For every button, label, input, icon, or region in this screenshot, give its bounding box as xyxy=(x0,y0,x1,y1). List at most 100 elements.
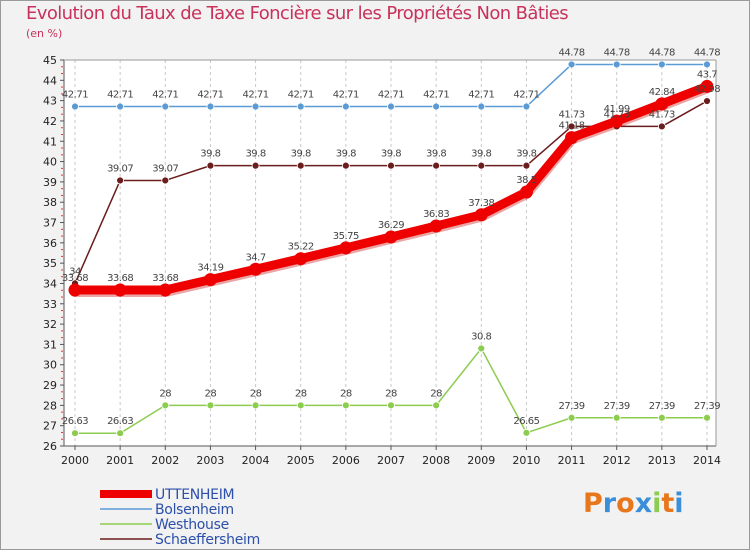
westhouse-point-2013 xyxy=(657,413,666,422)
y-tick-label-40: 40 xyxy=(43,156,57,169)
y-tick-label-30: 30 xyxy=(43,359,57,372)
schaeffersheim-point-2011 xyxy=(567,122,576,131)
uttenheim-point-2009 xyxy=(474,208,488,222)
bolsenheim-label-2006: 42.71 xyxy=(333,90,359,101)
uttenheim-point-2003 xyxy=(203,273,217,287)
uttenheim-point-2002 xyxy=(158,283,172,297)
westhouse-label-2001: 26.63 xyxy=(107,416,133,427)
bolsenheim-point-2005 xyxy=(296,102,305,111)
westhouse-label-2005: 28 xyxy=(295,388,307,399)
schaeffersheim-point-2003 xyxy=(206,161,215,170)
schaeffersheim-label-2014: 42.98 xyxy=(694,84,720,95)
uttenheim-point-2004 xyxy=(249,262,263,276)
logo-letter: i xyxy=(674,488,684,519)
westhouse-point-2001 xyxy=(116,429,125,438)
westhouse-label-2006: 28 xyxy=(340,388,352,399)
y-tick-label-27: 27 xyxy=(43,420,57,433)
schaeffersheim-point-2010 xyxy=(522,161,531,170)
y-tick-label-33: 33 xyxy=(43,298,57,311)
y-tick-label-31: 31 xyxy=(43,338,57,351)
schaeffersheim-label-2010: 39.8 xyxy=(516,149,536,160)
schaeffersheim-label-2011: 41.73 xyxy=(559,109,585,120)
westhouse-label-2009: 30.8 xyxy=(471,331,491,342)
bolsenheim-label-2010: 42.71 xyxy=(513,90,539,101)
logo-letter: r xyxy=(602,488,617,519)
series-layer xyxy=(68,60,714,438)
uttenheim-label-2014: 43.7 xyxy=(697,69,717,80)
schaeffersheim-point-2008 xyxy=(432,161,441,170)
bolsenheim-label-2011: 44.78 xyxy=(559,47,585,58)
y-tick-label-39: 39 xyxy=(43,176,57,189)
x-tick-label-2001: 2001 xyxy=(106,454,134,467)
uttenheim-label-2009: 37.38 xyxy=(468,198,494,209)
y-tick-label-44: 44 xyxy=(43,74,57,87)
x-tick-label-2011: 2011 xyxy=(558,454,586,467)
westhouse-point-2008 xyxy=(432,401,441,410)
schaeffersheim-label-2004: 39.8 xyxy=(245,149,265,160)
legend-label-bolsenheim: Bolsenheim xyxy=(155,502,234,518)
uttenheim-label-2013: 42.84 xyxy=(649,87,675,98)
westhouse-label-2002: 28 xyxy=(159,388,171,399)
westhouse-point-2006 xyxy=(341,401,350,410)
westhouse-point-2010 xyxy=(522,428,531,437)
westhouse-label-2000: 26.63 xyxy=(62,416,88,427)
x-tick-label-2002: 2002 xyxy=(151,454,179,467)
uttenheim-label-2006: 35.75 xyxy=(333,231,359,242)
schaeffersheim-point-2009 xyxy=(477,161,486,170)
schaeffersheim-label-2005: 39.8 xyxy=(291,149,311,160)
legend-label-westhouse: Westhouse xyxy=(155,517,229,533)
westhouse-point-2012 xyxy=(612,413,621,422)
schaeffersheim-label-2009: 39.8 xyxy=(471,149,491,160)
data-labels: 42.71 42.71 42.71 42.71 42.71 42.71 42.71 42.71… xyxy=(62,47,721,427)
uttenheim-label-2008: 36.83 xyxy=(423,209,449,220)
x-tick-label-2000: 2000 xyxy=(61,454,89,467)
uttenheim-label-2012: 41.99 xyxy=(604,104,630,115)
legend-label-schaeffersheim: Schaeffersheim xyxy=(155,532,260,548)
westhouse-label-2007: 28 xyxy=(385,388,397,399)
westhouse-point-2002 xyxy=(161,401,170,410)
westhouse-point-2003 xyxy=(206,401,215,410)
y-tick-label-32: 32 xyxy=(43,318,57,331)
x-tick-label-2006: 2006 xyxy=(332,454,360,467)
schaeffersheim-point-2014 xyxy=(703,97,711,105)
schaeffersheim-point-2002 xyxy=(161,176,170,185)
bolsenheim-point-2012 xyxy=(612,60,621,69)
bolsenheim-label-2001: 42.71 xyxy=(107,90,133,101)
logo-letter: x xyxy=(634,488,653,519)
westhouse-label-2014: 27.39 xyxy=(694,401,720,412)
uttenheim-point-2012 xyxy=(610,114,624,128)
axes: 26 27 28 29 30 31 32 33 34 35 36 37 38 39 40 41 42 43 44 45… xyxy=(43,54,721,467)
y-tick-label-35: 35 xyxy=(43,257,57,270)
uttenheim-point-2006 xyxy=(339,241,353,255)
uttenheim-point-2008 xyxy=(429,219,443,233)
schaeffersheim-label-2007: 39.8 xyxy=(381,149,401,160)
x-tick-label-2003: 2003 xyxy=(196,454,224,467)
uttenheim-label-2004: 34.7 xyxy=(245,252,265,263)
x-tick-label-2009: 2009 xyxy=(467,454,495,467)
schaeffersheim-point-2005 xyxy=(296,161,305,170)
uttenheim-label-2001: 33.68 xyxy=(107,273,133,284)
y-tick-label-28: 28 xyxy=(43,399,57,412)
proxiti-logo: Proxiti xyxy=(583,488,684,519)
bolsenheim-point-2007 xyxy=(387,102,395,111)
uttenheim-point-2001 xyxy=(113,283,127,297)
uttenheim-point-2005 xyxy=(294,252,308,266)
bolsenheim-label-2002: 42.71 xyxy=(152,90,178,101)
bolsenheim-point-2011 xyxy=(567,60,576,69)
logo-letter: o xyxy=(616,488,635,519)
y-tick-label-45: 45 xyxy=(43,54,57,67)
schaeffersheim-point-2006 xyxy=(341,161,350,170)
y-tick-label-42: 42 xyxy=(43,115,57,128)
uttenheim-label-2003: 34.19 xyxy=(197,263,223,274)
bolsenheim-label-2005: 42.71 xyxy=(288,90,314,101)
schaeffersheim-point-2001 xyxy=(116,176,125,185)
bolsenheim-label-2013: 44.78 xyxy=(649,47,675,58)
logo-letter: i xyxy=(652,488,662,519)
uttenheim-label-2007: 36.29 xyxy=(378,220,404,231)
bolsenheim-point-2009 xyxy=(477,102,486,111)
schaeffersheim-label-2001: 39.07 xyxy=(107,163,133,174)
westhouse-label-2008: 28 xyxy=(430,388,442,399)
y-tick-label-34: 34 xyxy=(43,277,57,290)
bolsenheim-label-2012: 44.78 xyxy=(604,47,630,58)
